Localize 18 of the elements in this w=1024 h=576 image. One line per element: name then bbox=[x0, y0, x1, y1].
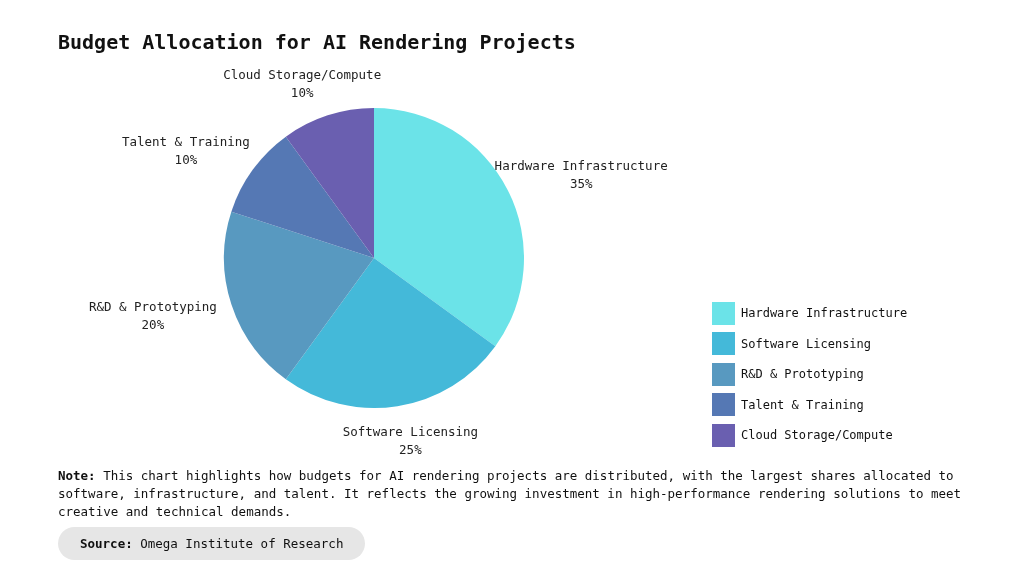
slice-label: Software Licensing bbox=[342, 424, 479, 440]
legend-label: Cloud Storage/Compute bbox=[741, 428, 893, 442]
legend-label: Software Licensing bbox=[741, 336, 872, 351]
legend-label: Hardware Infrastructure bbox=[741, 306, 908, 320]
data-label: 35% bbox=[569, 176, 593, 192]
slice-label: R&D & Prototyping bbox=[88, 299, 217, 315]
text: Note: This chart highlights how budgets for AI rendering projects are distributed, with the largest shares allocated to software, infrastructure, and talent. It reflects the growing investment in high-performance rendering solutions to meet creative and technical demands. bbox=[58, 467, 963, 521]
slice-label: Talent & Training bbox=[121, 133, 250, 149]
data-label: 10% bbox=[290, 84, 314, 100]
data-label: 25% bbox=[399, 442, 423, 458]
slice-label: Cloud Storage/Compute bbox=[223, 66, 382, 82]
data-label: 20% bbox=[141, 317, 165, 333]
chart-title: Budget Allocation for AI Rendering Projects bbox=[58, 30, 576, 54]
legend-label: Talent & Training bbox=[741, 397, 864, 412]
legend-label: R&D & Prototyping bbox=[741, 367, 864, 381]
slice-label: Hardware Infrastructure bbox=[494, 158, 668, 174]
source-note: Source: Omega Institute of Research bbox=[58, 527, 366, 560]
data-label: 10% bbox=[174, 151, 198, 167]
